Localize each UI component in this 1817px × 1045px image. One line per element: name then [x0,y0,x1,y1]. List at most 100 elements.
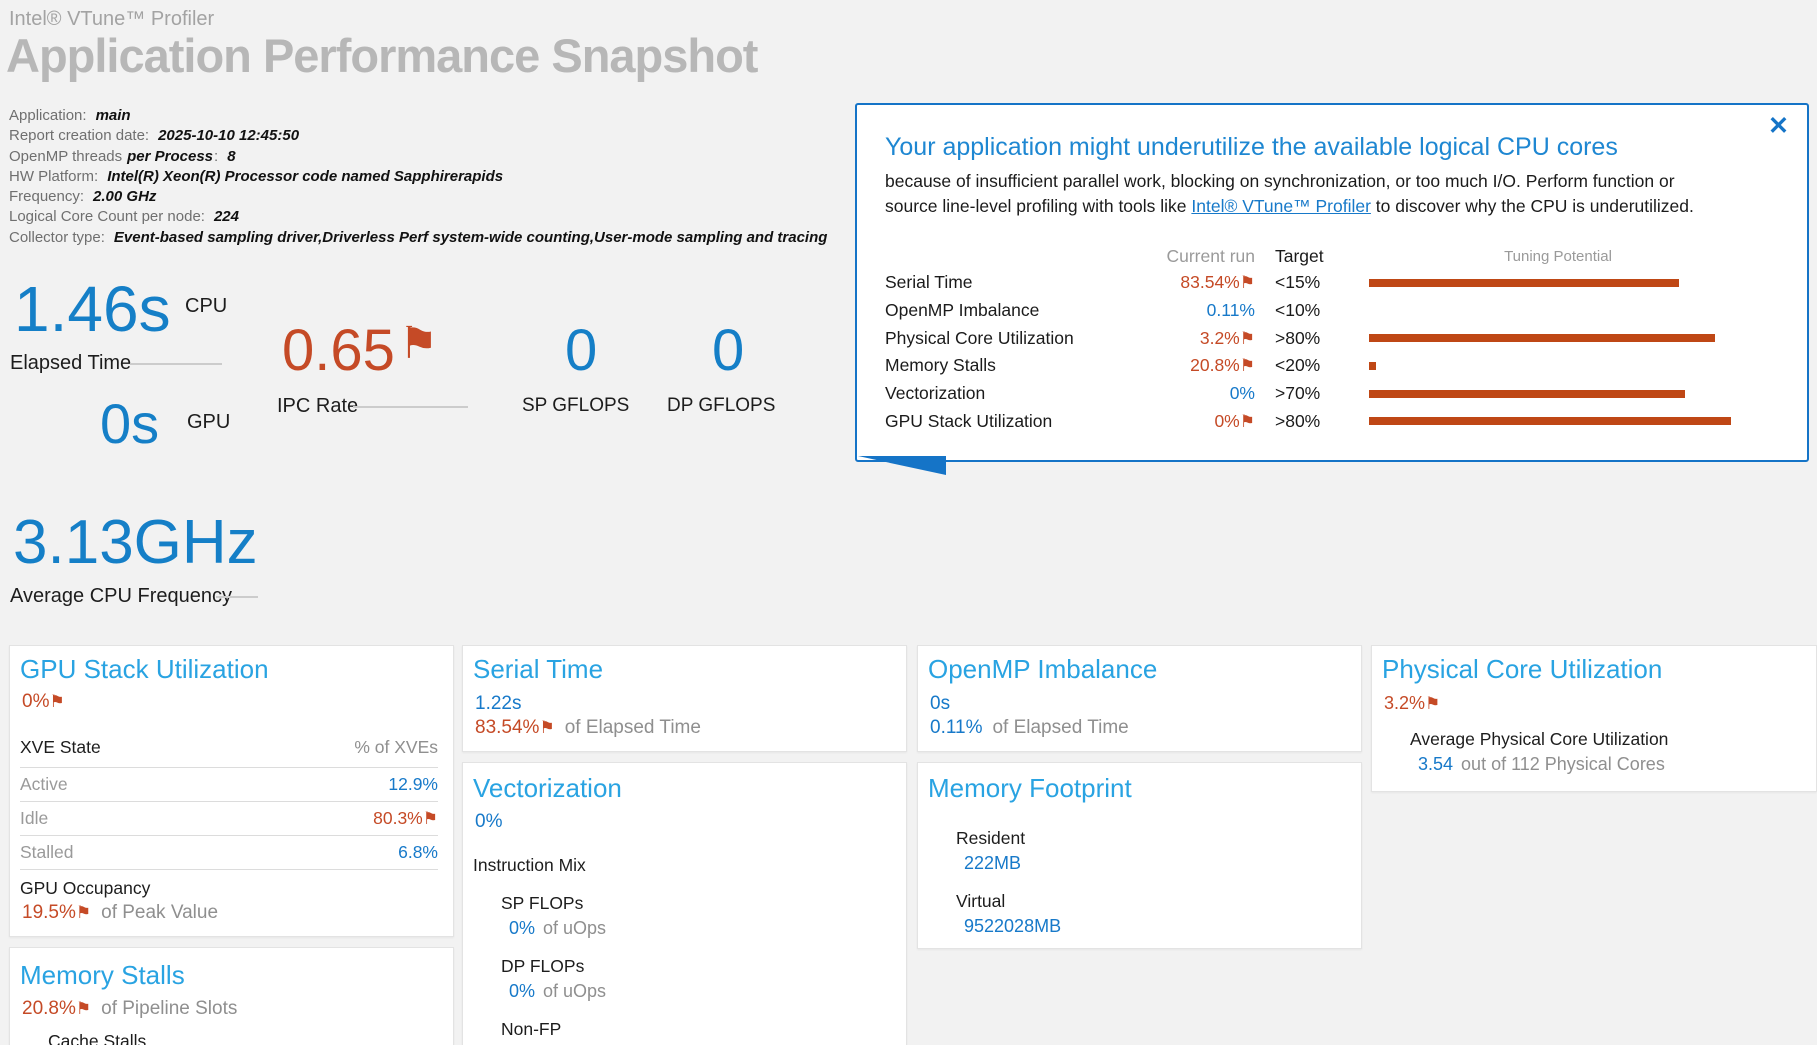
page-title: Application Performance Snapshot [6,29,758,82]
avg-physical-core-label: Average Physical Core Utilization [1410,729,1669,749]
xve-table-header: XVE State % of XVEs [20,737,438,768]
info-row-logical-cores: Logical Core Count per node: 224 [9,208,239,226]
advice-body-line1: because of insufficient parallel work, b… [885,171,1675,191]
tuning-potential-bar [1369,334,1715,343]
gpu-occupancy-value: 19.5%⚑ of Peak Value [22,902,219,923]
virtual-value: 9522028MB [964,916,1062,936]
flag-icon: ⚑ [1425,694,1441,713]
ipc-rate-caption: IPC Rate [277,395,359,417]
card-title: OpenMP Imbalance [928,654,1158,684]
openmp-percent: 0.11% of Elapsed Time [930,717,1129,738]
gpu-occupancy-label: GPU Occupancy [20,878,151,898]
ipc-caption-rule [353,406,468,408]
avg-physical-core-value: 3.54 out of 112 Physical Cores [1418,754,1665,774]
elapsed-time-value: 1.46s [14,273,171,345]
cache-stalls-label: Cache Stalls [48,1031,147,1045]
elapsed-cpu-label: CPU [185,295,228,317]
non-fp-label: Non-FP [501,1019,562,1039]
gpu-stack-value: 0%⚑ [22,691,65,712]
dp-gflops-value: 0 [712,318,745,383]
memory-stalls-value: 20.8%⚑ of Pipeline Slots [22,998,238,1019]
close-icon[interactable]: ✕ [1768,112,1789,140]
freq-caption-rule [216,596,258,598]
card-vectorization: Vectorization 0% Instruction Mix SP FLOP… [462,762,907,1045]
card-gpu-stack-utilization: GPU Stack Utilization 0%⚑ XVE State % of… [9,645,454,937]
card-memory-footprint: Memory Footprint Resident 222MB Virtual … [917,762,1362,949]
advice-title: Your application might underutilize the … [885,133,1618,161]
serial-time-seconds: 1.22s [475,693,522,714]
app-label: Intel® VTune™ Profiler [9,8,215,30]
info-row-report-date: Report creation date: 2025-10-10 12:45:50 [9,127,300,145]
serial-time-percent: 83.54%⚑ of Elapsed Time [475,717,701,738]
info-row-openmp-threads: OpenMP threads per Process: 8 [9,147,236,165]
xve-row-idle: Idle 80.3%⚑ [20,802,438,836]
elapsed-caption-rule [130,363,222,365]
advice-row-vectorization: Vectorization 0% >70% [885,380,1781,408]
card-title: Memory Footprint [928,773,1132,803]
card-physical-core-utilization: Physical Core Utilization 3.2%⚑ Average … [1371,645,1817,792]
card-title: Vectorization [473,773,622,803]
virtual-label: Virtual [956,891,1006,911]
sp-gflops-value: 0 [565,318,598,383]
column-current-run: Current run [1166,245,1255,266]
advice-row-gpu-stack: GPU Stack Utilization 0%⚑ >80% [885,407,1781,435]
advice-body: because of insufficient parallel work, b… [885,169,1694,219]
xve-row-stalled: Stalled 6.8% [20,836,438,870]
advice-row-memory-stalls: Memory Stalls 20.8%⚑ <20% [885,352,1781,380]
flag-icon: ⚑ [422,809,438,828]
flag-icon: ⚑ [398,319,439,368]
sp-flops-value: 0% of uOps [509,918,607,938]
advice-row-physical-core: Physical Core Utilization 3.2%⚑ >80% [885,324,1781,352]
info-row-frequency: Frequency: 2.00 GHz [9,188,157,206]
flag-icon: ⚑ [1239,273,1255,293]
flag-icon: ⚑ [1239,328,1255,348]
vectorization-value: 0% [475,811,503,832]
dp-flops-value: 0% of uOps [509,981,607,1001]
gpu-label: GPU [187,411,231,433]
advice-row-openmp-imbalance: OpenMP Imbalance 0.11% <10% [885,300,1321,321]
avg-cpu-frequency-caption: Average CPU Frequency [10,585,232,607]
sp-gflops-caption: SP GFLOPS [522,395,630,416]
info-row-application: Application: main [9,107,131,124]
tuning-potential-bar [1369,361,1376,370]
card-title: Physical Core Utilization [1382,654,1663,684]
advice-table-header: Current run Target Tuning Potential [885,245,1781,267]
flag-icon: ⚑ [1239,356,1255,376]
card-serial-time: Serial Time 1.22s 83.54%⚑ of Elapsed Time [462,645,907,752]
sp-flops-label: SP FLOPs [501,893,584,913]
advice-body-line2: source line-level profiling with tools l… [885,195,1694,216]
physical-core-value: 3.2%⚑ [1384,693,1441,713]
tuning-potential-bar [1369,417,1731,426]
card-memory-stalls: Memory Stalls 20.8%⚑ of Pipeline Slots Ca… [9,947,454,1045]
card-title: Serial Time [473,654,604,684]
ipc-rate-value: 0.65 [282,318,395,383]
dp-gflops-caption: DP GFLOPS [667,395,776,416]
dp-flops-label: DP FLOPs [501,956,585,976]
flag-icon: ⚑ [1239,411,1255,431]
instruction-mix-label: Instruction Mix [473,855,586,875]
tuning-potential-bar [1369,278,1679,287]
gpu-time-value: 0s [100,392,160,455]
card-title: Memory Stalls [20,960,185,990]
column-target: Target [1275,245,1324,266]
resident-value: 222MB [964,853,1022,873]
flag-icon: ⚑ [75,999,92,1018]
openmp-seconds: 0s [930,693,951,714]
column-tuning-potential: Tuning Potential [1504,247,1612,265]
ipc-rate-metric: 0.65 ⚑ [282,322,438,380]
flag-icon: ⚑ [539,718,555,737]
avg-cpu-frequency-value: 3.13GHz [13,508,258,577]
elapsed-time-caption: Elapsed Time [10,352,132,374]
info-row-collector-type: Collector type: Event-based sampling driv… [9,228,828,246]
xve-state-table: XVE State % of XVEs Active 12.9% Idle 80… [20,737,438,870]
advice-panel: ✕ Your application might underutilize th… [855,103,1809,462]
advice-metrics-table: Current run Target Tuning Potential Seri… [885,245,1781,435]
run-info: Application: main Report creation date: 20… [9,106,827,248]
tuning-potential-bar [1369,389,1685,398]
card-title: GPU Stack Utilization [20,654,269,684]
resident-label: Resident [956,828,1026,848]
flag-icon: ⚑ [75,903,92,922]
card-openmp-imbalance: OpenMP Imbalance 0s 0.11% of Elapsed Time [917,645,1362,752]
vtune-profiler-link[interactable]: Intel® VTune™ Profiler [1191,195,1371,216]
info-row-hw-platform: HW Platform: Intel(R) Xeon(R) Processor c… [9,167,504,185]
